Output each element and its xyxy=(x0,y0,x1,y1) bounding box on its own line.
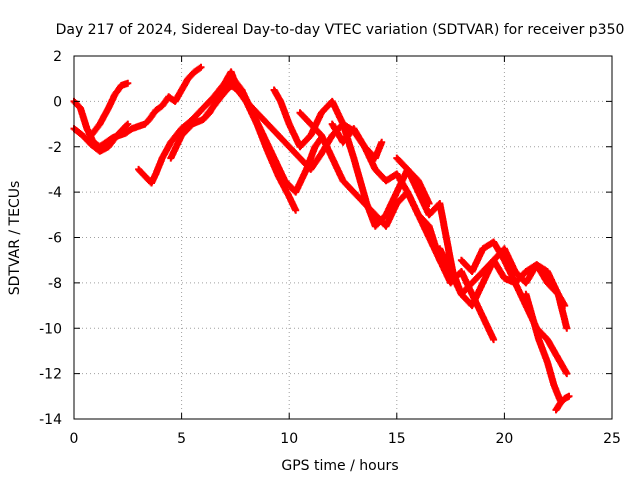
y-tick-label: 0 xyxy=(53,94,62,110)
x-tick-label: 5 xyxy=(177,431,186,447)
series-points xyxy=(552,392,573,414)
series-points xyxy=(328,120,498,344)
series-trace-9 xyxy=(328,120,498,344)
data-marks xyxy=(70,63,573,414)
y-axis-label: SDTVAR / TECUs xyxy=(7,181,23,296)
y-tick-label: -2 xyxy=(48,140,62,156)
y-tick-label: -10 xyxy=(39,321,62,337)
series-points xyxy=(167,75,325,196)
series-points xyxy=(436,245,571,332)
series-points xyxy=(522,290,564,405)
series-points xyxy=(87,79,132,139)
series-trace-3 xyxy=(87,79,132,139)
series-trace-14 xyxy=(552,392,573,414)
x-tick-label: 10 xyxy=(280,431,298,447)
y-tick-label: -4 xyxy=(48,185,62,201)
x-tick-label: 20 xyxy=(495,431,513,447)
x-tick-label: 15 xyxy=(388,431,406,447)
y-tick-label: -8 xyxy=(48,276,62,292)
series-trace-5 xyxy=(167,75,325,196)
chart-title: Day 217 of 2024, Sidereal Day-to-day VTE… xyxy=(56,22,625,38)
x-axis-label: GPS time / hours xyxy=(281,458,398,474)
y-tick-label: 2 xyxy=(53,49,62,65)
y-tick-label: -12 xyxy=(39,367,62,383)
series-trace-11 xyxy=(436,245,571,332)
x-tick-label: 0 xyxy=(70,431,79,447)
y-tick-label: -6 xyxy=(48,231,62,247)
series-trace-13 xyxy=(522,290,564,405)
y-tick-label: -14 xyxy=(39,412,62,428)
x-tick-label: 25 xyxy=(603,431,621,447)
